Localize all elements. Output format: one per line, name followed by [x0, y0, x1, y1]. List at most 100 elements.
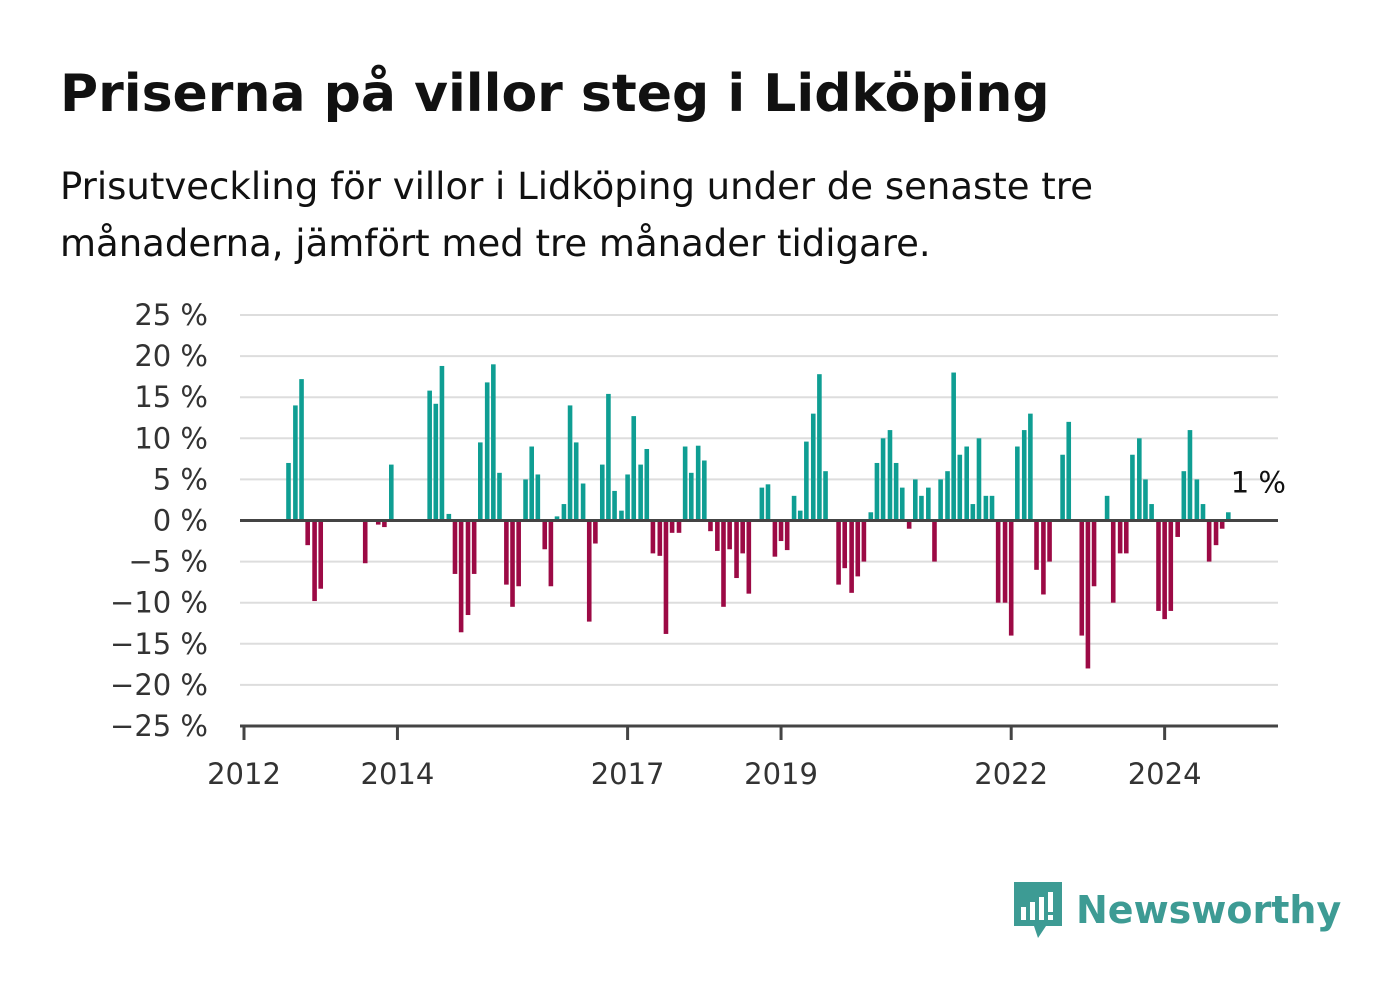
- bar: [995, 520, 1001, 603]
- bar: [1110, 520, 1116, 603]
- bar: [1194, 479, 1200, 521]
- bar: [740, 520, 745, 554]
- y-tick-label: −15 %: [110, 627, 208, 661]
- bar: [702, 460, 707, 521]
- bar: [599, 464, 605, 521]
- bar: [1008, 520, 1014, 636]
- y-tick-label: 0 %: [153, 504, 208, 538]
- bar: [1226, 512, 1231, 521]
- bar: [580, 483, 586, 521]
- bar: [1181, 471, 1187, 521]
- bar: [1137, 438, 1142, 521]
- bar: [708, 520, 713, 532]
- bar: [906, 520, 912, 529]
- bar: [932, 520, 937, 562]
- bar: [715, 520, 720, 551]
- bar: [1117, 520, 1123, 554]
- bar: [484, 382, 490, 521]
- bar: [951, 372, 956, 521]
- bars: [286, 364, 1231, 669]
- bar: [1047, 520, 1052, 562]
- bar: [721, 520, 726, 607]
- bar: [375, 520, 381, 525]
- bar: [964, 446, 969, 521]
- bar: [734, 520, 739, 579]
- bar: [535, 474, 541, 521]
- y-tick-label: 20 %: [134, 339, 208, 373]
- bar: [389, 464, 394, 521]
- x-tick-label: 2022: [974, 757, 1048, 791]
- bar: [899, 487, 905, 521]
- bar: [663, 520, 669, 634]
- newsworthy-logo: Newsworthy: [1012, 880, 1341, 940]
- axis-labels: 25 % 20 % 15 % 10 % 5 % 0 % −5 % −10 % −15 % −20 …: [110, 298, 1286, 791]
- bar: [1156, 520, 1161, 611]
- bar: [471, 520, 477, 574]
- logo-text: Newsworthy: [1076, 888, 1342, 932]
- bar: [293, 405, 298, 521]
- x-tick-label: 2012: [207, 757, 281, 791]
- bar: [669, 520, 675, 533]
- bar: [970, 504, 976, 521]
- chart-bubble-icon: [1014, 882, 1062, 938]
- bar: [957, 454, 963, 521]
- bar: [1175, 520, 1180, 537]
- bar: [638, 464, 643, 521]
- bar: [823, 471, 828, 521]
- bar: [1143, 479, 1148, 521]
- bar: [497, 472, 502, 521]
- bar: [523, 479, 528, 521]
- bar: [657, 520, 663, 556]
- bar: [619, 510, 624, 521]
- bar: [1206, 520, 1212, 562]
- y-tick-label: −20 %: [110, 668, 208, 702]
- bar: [778, 520, 784, 542]
- bar: [810, 413, 816, 521]
- chart-title: Priserna på villor steg i Lidköping: [60, 64, 1050, 124]
- bar: [318, 520, 324, 589]
- bar: [452, 520, 458, 574]
- bar: [759, 487, 765, 521]
- x-tick-label: 2024: [1128, 757, 1202, 791]
- bar: [1149, 504, 1154, 521]
- bar: [1200, 504, 1206, 521]
- bar: [1021, 430, 1027, 521]
- gridlines: [240, 314, 1278, 686]
- y-tick-label: −25 %: [110, 709, 208, 743]
- bar: [573, 442, 579, 521]
- bar: [567, 405, 573, 521]
- bar: [299, 379, 304, 521]
- chart-subtitle: Prisutveckling för villor i Lidköping un…: [60, 165, 1093, 265]
- bar: [1015, 446, 1020, 521]
- bar: [465, 520, 471, 616]
- bar: [529, 446, 534, 521]
- y-tick-label: −10 %: [110, 586, 208, 620]
- bar: [548, 520, 554, 587]
- bar: [1002, 520, 1008, 603]
- bar: [1066, 421, 1072, 521]
- bar: [510, 520, 515, 607]
- bar: [919, 495, 924, 521]
- bar: [1104, 495, 1110, 521]
- bar: [1060, 454, 1065, 521]
- bar: [849, 520, 854, 593]
- bar: [286, 462, 291, 521]
- bar: [938, 479, 943, 521]
- bar: [945, 471, 950, 521]
- bar: [983, 495, 989, 521]
- bar: [631, 416, 637, 521]
- bar: [893, 462, 899, 521]
- bar: [746, 520, 752, 594]
- bar: [1028, 413, 1033, 521]
- bar: [561, 504, 567, 521]
- bar: [586, 520, 592, 622]
- bar: [312, 520, 317, 602]
- bar: [765, 484, 771, 521]
- bar: [913, 479, 918, 521]
- bar: [842, 520, 848, 569]
- bar: [362, 520, 368, 564]
- bar: [1213, 520, 1219, 546]
- last-value-label: 1 %: [1231, 465, 1286, 499]
- bar: [446, 513, 452, 521]
